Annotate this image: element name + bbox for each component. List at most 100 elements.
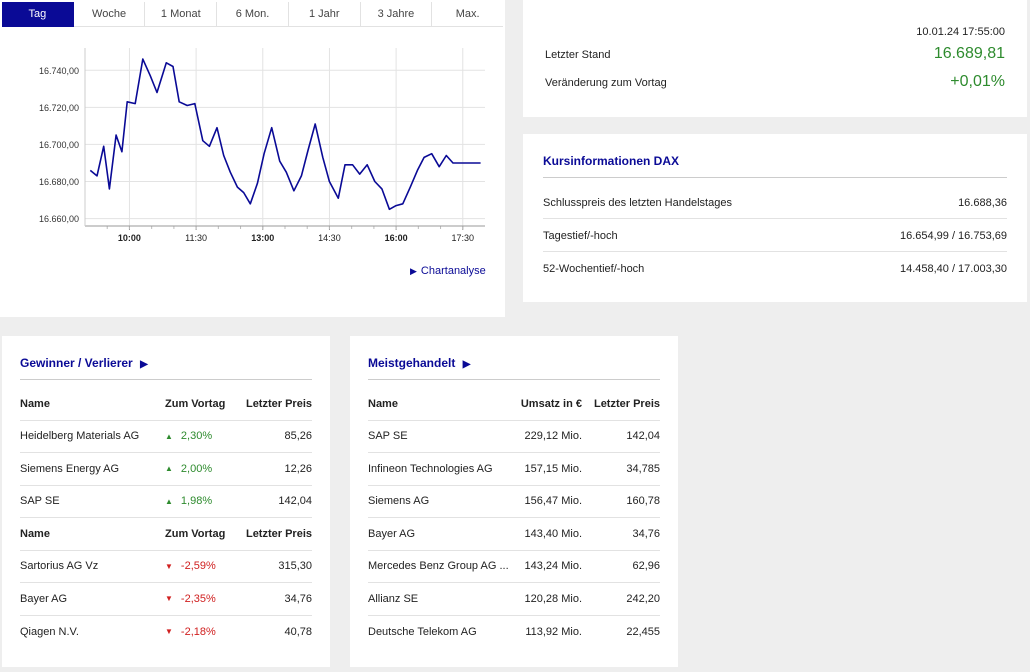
stock-name: Infineon Technologies AG (368, 462, 493, 475)
tab-1-jahr[interactable]: 1 Jahr (288, 2, 361, 27)
play-arrow-icon: ▶ (462, 359, 471, 370)
tab-max[interactable]: Max. (432, 2, 504, 27)
play-arrow-icon: ▶ (410, 266, 417, 276)
most-traded-row[interactable]: Infineon Technologies AG 157,15 Mio. 34,78… (368, 453, 660, 486)
last-price-row: Letzter Stand 16.689,81 (545, 45, 1005, 63)
y-tick-label: 16.680,00 (39, 177, 79, 187)
most-traded-row[interactable]: Bayer AG 143,40 Mio. 34,76 (368, 518, 660, 551)
play-arrow-icon: ▶ (140, 359, 148, 370)
x-tick-label: 16:00 (385, 233, 408, 243)
loser-row[interactable]: Qiagen N.V. ▼ -2,18% 40,78 (20, 616, 312, 649)
x-tick-label: 10:00 (118, 233, 141, 243)
kurs-info-row: 52-Wochentief/-hoch 14.458,40 / 17.003,30 (543, 253, 1007, 285)
meistgehandelt-panel: Meistgehandelt ▶ Name Umsatz in € Letzter … (350, 336, 678, 667)
last-price: 85,26 (284, 430, 312, 443)
last-price: 34,76 (632, 527, 660, 540)
header-price: Letzter Preis (245, 527, 312, 540)
kurs-info-value: 16.688,36 (958, 196, 1007, 209)
stock-name: Qiagen N.V. (20, 625, 79, 638)
gewinner-verlierer-title: Gewinner / Verlierer (20, 356, 133, 370)
last-price: 34,76 (284, 592, 312, 605)
most-traded-row[interactable]: Deutsche Telekom AG 113,92 Mio. 22,455 (368, 616, 660, 649)
volume: 156,47 Mio. (524, 495, 582, 508)
header-name: Name (368, 397, 398, 410)
most-traded-row[interactable]: Allianz SE 120,28 Mio. 242,20 (368, 583, 660, 616)
tab-6-mon[interactable]: 6 Mon. (217, 2, 289, 27)
change-percent: -2,35% (180, 592, 216, 605)
stock-name: Deutsche Telekom AG (368, 625, 477, 638)
header-change: Zum Vortag (165, 397, 226, 410)
triangle-down-icon: ▼ (165, 561, 173, 571)
triangle-up-icon: ▲ (165, 431, 173, 441)
tab-woche[interactable]: Woche (73, 2, 146, 27)
most-traded-row[interactable]: Mercedes Benz Group AG ... 143,24 Mio. 62,… (368, 551, 660, 583)
stock-name: Sartorius AG Vz (20, 560, 99, 573)
change-value: +0,01% (950, 73, 1005, 90)
x-tick-label: 11:30 (185, 233, 207, 243)
meistgehandelt-title-link[interactable]: Meistgehandelt ▶ (368, 356, 470, 370)
chart-panel: Tag Woche 1 Monat 6 Mon. 1 Jahr 3 Jahre Max. 1… (0, 0, 505, 317)
volume: 113,92 Mio. (525, 625, 582, 638)
loser-row[interactable]: Bayer AG ▼ -2,35% 34,76 (20, 583, 312, 616)
table-header-row: Name Zum Vortag Letzter Preis (20, 518, 312, 551)
kurs-info-value: 14.458,40 / 17.003,30 (899, 263, 1007, 275)
kurs-info-label: Schlusspreis des letzten Handelstages (543, 196, 732, 209)
header-price: Letzter Preis (593, 397, 660, 410)
winner-row[interactable]: SAP SE ▲ 1,98% 142,04 (20, 486, 312, 518)
table-header-row: Name Umsatz in € Letzter Preis (368, 388, 660, 421)
header-name: Name (20, 397, 50, 410)
header-price: Letzter Preis (245, 397, 312, 410)
last-price-label: Letzter Stand (545, 49, 611, 61)
stock-name: Siemens AG (368, 495, 430, 508)
chartanalyse-label: Chartanalyse (420, 265, 486, 277)
table-header-row: Name Zum Vortag Letzter Preis (20, 388, 312, 421)
title-divider (368, 379, 660, 380)
change-percent: 2,00% (180, 462, 213, 475)
change-percent: -2,59% (180, 560, 216, 573)
quote-timestamp: 10.01.24 17:55:00 (916, 26, 1005, 38)
winner-row[interactable]: Siemens Energy AG ▲ 2,00% 12,26 (20, 453, 312, 486)
tab-3-jahre[interactable]: 3 Jahre (360, 2, 433, 27)
kursinformationen-title: Kursinformationen DAX (543, 154, 680, 168)
change-cell: ▲ 2,30% (165, 421, 212, 453)
kurs-info-row: Schlusspreis des letzten Handelstages 16.… (543, 187, 1007, 219)
change-percent: -2,18% (180, 625, 216, 638)
triangle-up-icon: ▲ (165, 464, 173, 474)
dax-series-line (89, 58, 481, 211)
volume: 143,24 Mio. (524, 560, 582, 573)
timeframe-tabs: Tag Woche 1 Monat 6 Mon. 1 Jahr 3 Jahre Max. (2, 2, 504, 27)
winner-row[interactable]: Heidelberg Materials AG ▲ 2,30% 85,26 (20, 421, 312, 453)
stock-name: Mercedes Benz Group AG ... (368, 560, 509, 573)
loser-row[interactable]: Sartorius AG Vz ▼ -2,59% 315,30 (20, 551, 312, 583)
last-price: 142,04 (626, 430, 660, 443)
change-percent: 2,30% (180, 430, 213, 443)
y-tick-label: 16.700,00 (39, 140, 79, 150)
title-divider (543, 177, 1007, 178)
tab-tag[interactable]: Tag (2, 2, 74, 27)
kursinformationen-panel: Kursinformationen DAX Schlusspreis des l… (523, 134, 1027, 302)
gewinner-verlierer-table: Name Zum Vortag Letzter Preis Heidelberg Ma… (20, 388, 312, 648)
last-price: 12,26 (284, 462, 312, 475)
stock-name: Siemens Energy AG (20, 462, 120, 475)
volume: 143,40 Mio. (524, 527, 582, 540)
last-price-value: 16.689,81 (933, 45, 1005, 62)
tab-1-monat[interactable]: 1 Monat (145, 2, 218, 27)
last-price: 40,78 (284, 625, 312, 638)
x-tick-label: 13:00 (251, 233, 274, 243)
change-percent: 1,98% (180, 495, 213, 508)
gewinner-verlierer-title-link[interactable]: Gewinner / Verlierer ▶ (20, 356, 148, 370)
kurs-info-value: 16.654,99 / 16.753,69 (899, 229, 1007, 242)
most-traded-row[interactable]: Siemens AG 156,47 Mio. 160,78 (368, 486, 660, 518)
volume: 157,15 Mio. (524, 462, 582, 475)
last-price: 22,455 (626, 625, 660, 638)
most-traded-row[interactable]: SAP SE 229,12 Mio. 142,04 (368, 421, 660, 453)
change-cell: ▼ -2,18% (165, 616, 216, 649)
stock-name: Heidelberg Materials AG (20, 430, 140, 443)
chartanalyse-link[interactable]: ▶ Chartanalyse (410, 265, 486, 277)
volume: 120,28 Mio. (524, 592, 582, 605)
y-tick-label: 16.740,00 (39, 66, 79, 76)
kurs-info-row: Tagestief/-hoch 16.654,99 / 16.753,69 (543, 220, 1007, 252)
stock-name: Bayer AG (368, 527, 416, 540)
meistgehandelt-table: Name Umsatz in € Letzter Preis SAP SE 229,12… (368, 388, 660, 648)
y-tick-label: 16.720,00 (39, 103, 79, 113)
